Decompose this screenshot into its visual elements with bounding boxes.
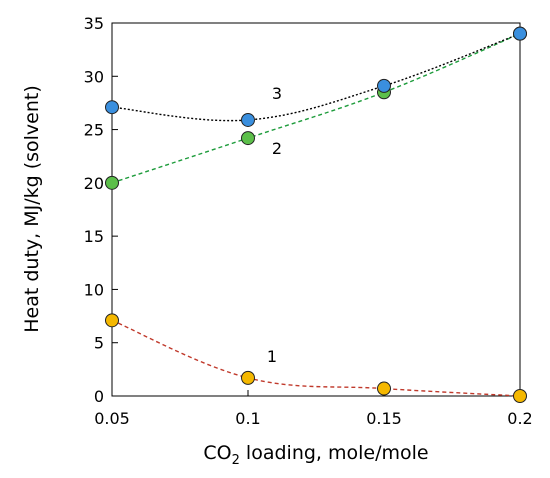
y-tick-label: 30 [84,67,104,86]
series-3-label: 3 [272,84,282,103]
x-axis-ticks: 0.05 0.1 0.15 0.2 [94,390,533,428]
y-tick-label: 0 [94,387,104,406]
series-3-line [111,33,521,122]
series-3-point [377,78,391,93]
plot-area [111,22,521,397]
series-2-label: 2 [272,139,282,158]
x-axis-label-rest: loading, mole/mole [240,442,429,464]
series-3-point [241,112,255,127]
series-lines [111,33,521,397]
x-axis-label-main: CO [203,442,231,464]
y-tick-label: 20 [84,174,104,193]
x-tick-label: 0.1 [235,409,260,428]
series-2-point [105,175,119,190]
y-tick-label: 10 [84,280,104,299]
x-tick-label: 0.15 [366,409,402,428]
series-3-point [513,26,527,41]
y-axis-ticks: 0 5 10 15 20 25 30 35 [84,14,118,406]
series-3-point [105,100,119,115]
series-1-label: 1 [267,347,277,366]
series-1-point [377,381,391,396]
series-2-line [111,33,521,184]
series-2-point [241,131,255,146]
x-tick-label: 0.2 [507,409,532,428]
y-tick-label: 35 [84,14,104,33]
series-points [105,26,527,403]
y-axis-label: Heat duty, MJ/kg (solvent) [21,85,43,333]
x-tick-label: 0.05 [94,409,130,428]
series-1-line [111,319,521,397]
series-labels: 1 2 3 [267,84,282,366]
series-1-point [105,313,119,328]
series-1-point [513,389,527,403]
x-axis-label-subscript: 2 [232,453,240,468]
y-tick-label: 15 [84,227,104,246]
y-tick-label: 5 [94,334,104,353]
x-axis-label: CO2 loading, mole/mole [203,442,428,468]
series-1-point [241,370,255,385]
y-tick-label: 25 [84,121,104,140]
